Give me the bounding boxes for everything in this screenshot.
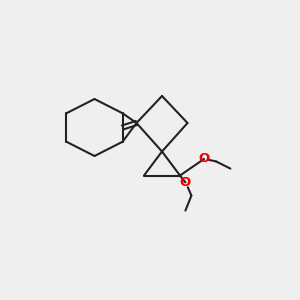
Text: O: O [198, 152, 210, 166]
Text: O: O [180, 176, 191, 189]
